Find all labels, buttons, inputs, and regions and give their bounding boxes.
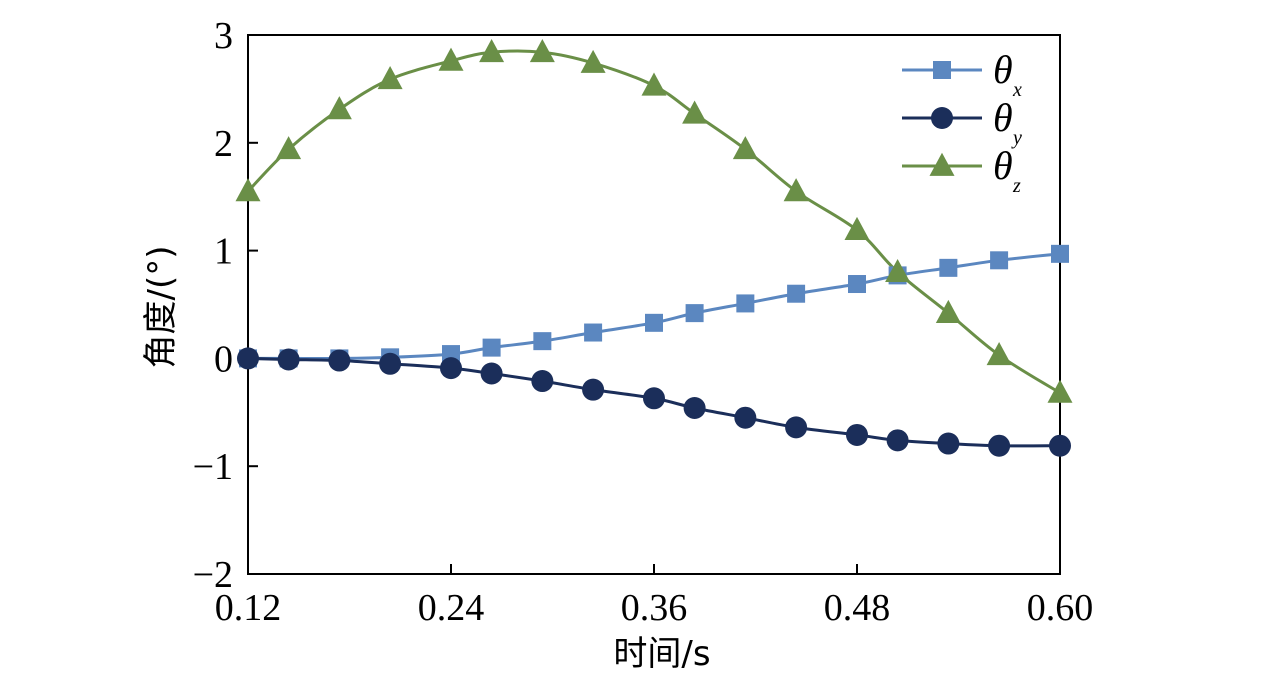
- data-point-z: [438, 47, 464, 71]
- legend-label: θ: [993, 47, 1013, 92]
- y-tick-label: 3: [214, 15, 233, 57]
- legend-marker-y: [931, 107, 953, 129]
- data-point-y: [531, 370, 554, 393]
- y-tick-label: −2: [193, 554, 233, 596]
- data-point-x: [787, 284, 806, 303]
- x-tick-label: 0.12: [215, 587, 282, 629]
- legend-marker-x: [933, 61, 951, 79]
- data-point-y: [988, 434, 1011, 457]
- legend-label: θ: [993, 143, 1013, 188]
- y-tick-label: 2: [214, 123, 233, 165]
- data-point-x: [939, 258, 958, 277]
- data-point-z: [529, 39, 555, 63]
- data-point-z: [732, 136, 758, 160]
- x-tick-label: 0.36: [621, 587, 688, 629]
- data-point-z: [935, 299, 961, 324]
- plot-area: [235, 34, 1073, 575]
- data-point-y: [379, 352, 402, 375]
- data-point-x: [482, 338, 501, 357]
- legend-subscript: x: [1012, 79, 1022, 101]
- series-line-z: [246, 49, 1061, 395]
- series-markers: [235, 39, 1073, 457]
- data-point-z: [986, 341, 1012, 366]
- data-point-x: [990, 251, 1009, 270]
- data-point-z: [1047, 379, 1073, 403]
- data-point-z: [479, 39, 505, 63]
- data-point-z: [783, 178, 809, 202]
- data-point-y: [480, 362, 503, 385]
- data-point-x: [1051, 244, 1069, 263]
- data-point-y: [440, 357, 462, 380]
- data-point-y: [582, 378, 605, 401]
- data-point-x: [645, 313, 663, 332]
- y-tick-labels: 3 2 1 0 −1 −2: [193, 15, 233, 596]
- data-point-z: [377, 65, 403, 90]
- data-point-x: [848, 275, 866, 294]
- y-tick-label: 1: [214, 231, 233, 273]
- data-point-y: [683, 396, 706, 419]
- data-point-y: [785, 416, 808, 439]
- data-point-z: [276, 136, 302, 160]
- x-axis-label: 时间/s: [613, 634, 710, 674]
- legend-subscript: z: [1012, 175, 1021, 197]
- x-tick-label: 0.60: [1027, 587, 1094, 629]
- data-point-z: [580, 49, 606, 73]
- data-point-z: [885, 258, 911, 283]
- data-point-z: [326, 96, 352, 120]
- y-tick-label: −1: [193, 446, 233, 488]
- data-point-x: [736, 294, 755, 313]
- x-tick-labels: 0.12 0.24 0.36 0.48 0.60: [215, 587, 1094, 629]
- legend: θ xθ yθ z: [902, 47, 1022, 197]
- data-point-y: [846, 423, 868, 446]
- legend-marker-z: [929, 152, 955, 176]
- x-tick-label: 0.48: [824, 587, 891, 629]
- data-point-x: [533, 332, 552, 351]
- data-point-x: [584, 323, 603, 342]
- data-point-z: [641, 72, 667, 96]
- data-point-z: [235, 178, 261, 202]
- x-tick-label: 0.24: [418, 587, 485, 629]
- y-axis-label: 角度/(°): [141, 246, 181, 369]
- data-point-y: [237, 347, 259, 370]
- y-tick-label: 0: [214, 338, 233, 380]
- data-point-y: [937, 432, 960, 455]
- data-point-y: [886, 429, 909, 452]
- data-point-y: [643, 387, 665, 410]
- data-point-y: [277, 348, 300, 371]
- data-point-y: [734, 406, 757, 429]
- data-point-z: [844, 216, 870, 241]
- legend-label: θ: [993, 95, 1013, 140]
- data-point-x: [685, 304, 704, 323]
- data-point-y: [328, 349, 351, 372]
- legend-subscript: y: [1011, 127, 1022, 149]
- data-point-z: [682, 100, 708, 124]
- data-point-y: [1049, 434, 1071, 457]
